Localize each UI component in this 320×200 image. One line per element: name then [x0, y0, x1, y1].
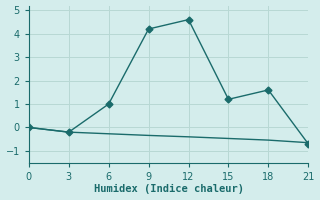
X-axis label: Humidex (Indice chaleur): Humidex (Indice chaleur)	[93, 184, 244, 194]
